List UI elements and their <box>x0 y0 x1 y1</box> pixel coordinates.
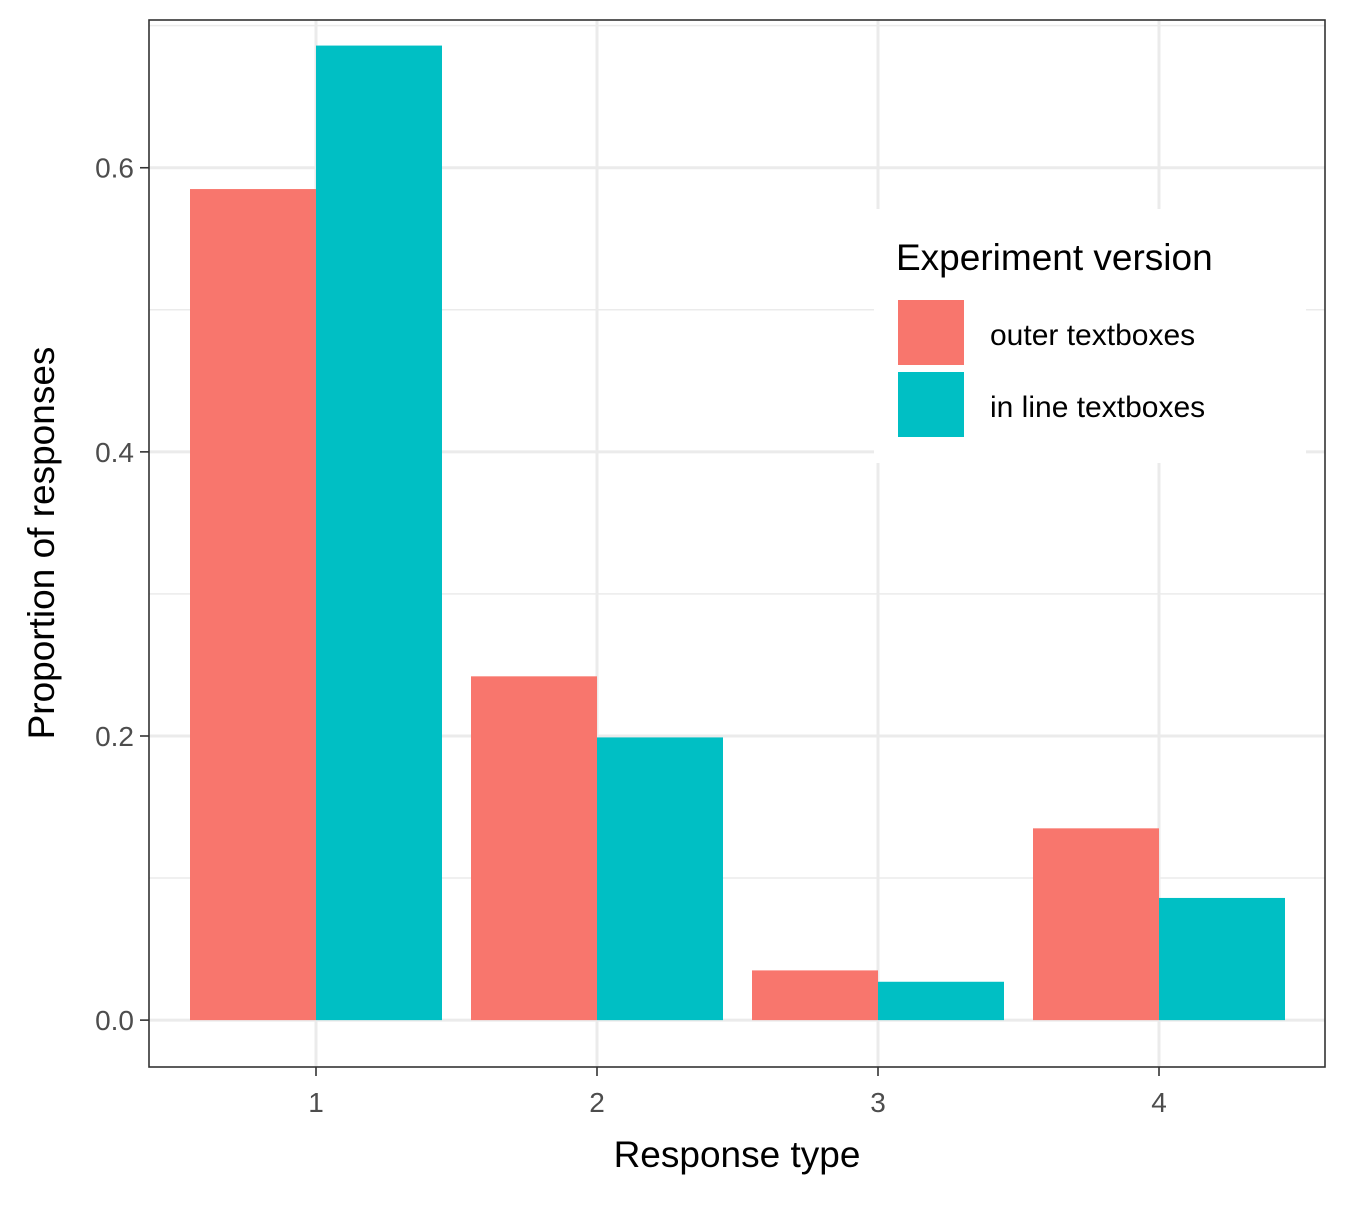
y-axis: 0.0 0.2 0.4 0.6 <box>95 153 149 1036</box>
bar-in-line-textboxes-1 <box>316 45 442 1021</box>
x-tick-label: 1 <box>308 1087 324 1118</box>
bar-outer-textboxes-3 <box>752 970 878 1021</box>
legend-label-outer-textboxes: outer textboxes <box>990 319 1195 352</box>
bar-in-line-textboxes-3 <box>878 981 1004 1021</box>
y-tick-label: 0.0 <box>95 1005 134 1036</box>
y-tick-label: 0.6 <box>95 153 134 184</box>
legend-label-in-line-textboxes: in line textboxes <box>990 391 1205 424</box>
legend-key-outer-textboxes <box>898 300 964 365</box>
x-tick-label: 3 <box>870 1087 886 1118</box>
y-axis-title: Proportion of responses <box>21 347 62 740</box>
bar-outer-textboxes-4 <box>1033 828 1159 1021</box>
x-tick-label: 4 <box>1151 1087 1167 1118</box>
bar-in-line-textboxes-4 <box>1159 897 1285 1021</box>
x-axis-title: Response type <box>614 1134 861 1175</box>
plot-panel-border <box>148 19 1326 1068</box>
bars <box>190 45 1285 1021</box>
x-axis: 1 2 3 4 <box>308 1067 1167 1118</box>
y-tick-label: 0.2 <box>95 721 134 752</box>
bar-outer-textboxes-1 <box>190 189 316 1021</box>
legend-key-in-line-textboxes <box>898 372 964 437</box>
bar-outer-textboxes-2 <box>471 676 597 1021</box>
bar-in-line-textboxes-2 <box>597 737 723 1021</box>
legend: Experiment version outer textboxes in li… <box>874 209 1306 463</box>
y-tick-label: 0.4 <box>95 437 134 468</box>
legend-title: Experiment version <box>896 237 1213 278</box>
x-tick-label: 2 <box>589 1087 605 1118</box>
